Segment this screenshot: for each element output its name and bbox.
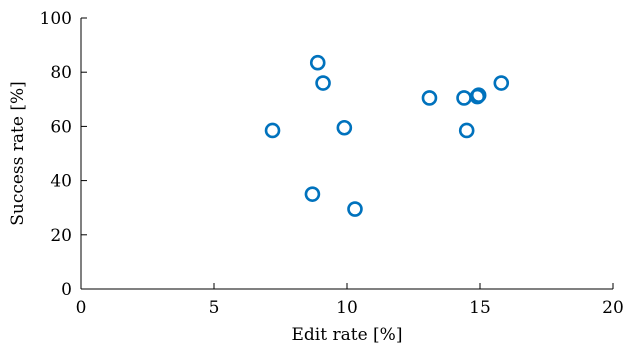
- x-tick-label: 10: [336, 298, 358, 318]
- y-tick-label: 60: [50, 117, 72, 137]
- y-tick-label: 40: [50, 172, 72, 192]
- x-tick-label: 20: [602, 298, 624, 318]
- y-tick-label: 100: [40, 9, 72, 29]
- y-tick-label: 0: [61, 280, 72, 300]
- data-point: [304, 186, 321, 202]
- data-point: [315, 75, 331, 91]
- data-point: [309, 54, 326, 71]
- data-point: [493, 75, 510, 91]
- data-points: [264, 54, 510, 217]
- x-tick-label: 5: [209, 298, 220, 318]
- data-point: [458, 122, 475, 139]
- y-tick-label: 80: [50, 63, 72, 83]
- data-point: [347, 201, 363, 217]
- x-ticks: 0 5 10 15 20: [76, 283, 624, 318]
- data-point: [456, 90, 472, 106]
- y-tick-label: 20: [50, 226, 72, 246]
- data-point: [264, 122, 281, 139]
- y-ticks: 0 20 40 60 80 100: [40, 9, 87, 300]
- x-tick-label: 15: [469, 298, 491, 318]
- x-axis-label: Edit rate [%]: [292, 325, 403, 345]
- data-point: [336, 119, 353, 136]
- data-point: [421, 90, 438, 106]
- x-tick-label: 0: [76, 298, 87, 318]
- axes: [80, 18, 613, 290]
- y-axis-label: Success rate [%]: [8, 81, 28, 226]
- data-point: [470, 87, 487, 104]
